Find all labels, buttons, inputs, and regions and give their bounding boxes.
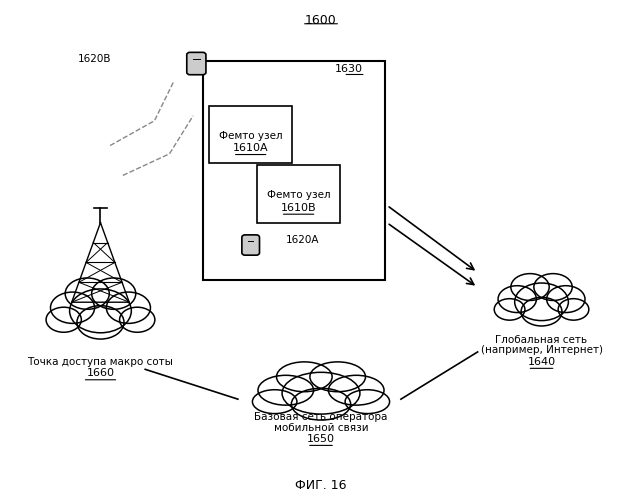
Ellipse shape	[107, 292, 150, 324]
Ellipse shape	[515, 283, 568, 321]
Text: (например, Интернет): (например, Интернет)	[480, 346, 603, 356]
Ellipse shape	[65, 278, 109, 310]
Text: Глобальная сеть: Глобальная сеть	[496, 334, 587, 344]
Text: ФИГ. 16: ФИГ. 16	[295, 478, 347, 492]
Text: 1640: 1640	[528, 357, 555, 367]
FancyBboxPatch shape	[203, 61, 385, 280]
Ellipse shape	[282, 372, 360, 414]
Ellipse shape	[310, 362, 365, 392]
Text: 1630: 1630	[334, 64, 363, 74]
Ellipse shape	[69, 289, 132, 333]
Ellipse shape	[534, 274, 572, 300]
Ellipse shape	[51, 292, 94, 324]
Ellipse shape	[77, 306, 124, 339]
Ellipse shape	[258, 376, 313, 405]
Text: 1620A: 1620A	[286, 235, 319, 245]
Ellipse shape	[494, 298, 525, 320]
FancyBboxPatch shape	[209, 106, 292, 163]
Text: 1620В: 1620В	[78, 54, 112, 64]
Ellipse shape	[46, 307, 82, 332]
Ellipse shape	[291, 388, 351, 420]
Ellipse shape	[345, 390, 390, 413]
Text: 1660: 1660	[87, 368, 114, 378]
Text: Фемто узел: Фемто узел	[267, 190, 331, 200]
Text: Фемто узел: Фемто узел	[219, 130, 282, 140]
Text: 1610A: 1610A	[233, 143, 268, 153]
Ellipse shape	[252, 390, 297, 413]
Text: мобильной связи: мобильной связи	[273, 422, 369, 432]
Ellipse shape	[329, 376, 384, 405]
Ellipse shape	[521, 298, 562, 326]
Ellipse shape	[277, 362, 332, 392]
Text: 1650: 1650	[307, 434, 335, 444]
FancyBboxPatch shape	[187, 52, 206, 74]
Text: Базовая сеть оператора: Базовая сеть оператора	[254, 412, 388, 422]
Ellipse shape	[558, 298, 589, 320]
Ellipse shape	[546, 286, 585, 312]
Text: Точка доступа макро соты: Точка доступа макро соты	[28, 357, 173, 367]
Ellipse shape	[92, 278, 135, 310]
FancyBboxPatch shape	[257, 166, 340, 222]
Ellipse shape	[119, 307, 155, 332]
Text: 1600: 1600	[305, 14, 337, 27]
FancyBboxPatch shape	[242, 235, 259, 255]
Text: 1610B: 1610B	[281, 203, 317, 213]
Ellipse shape	[511, 274, 549, 300]
Ellipse shape	[498, 286, 537, 312]
